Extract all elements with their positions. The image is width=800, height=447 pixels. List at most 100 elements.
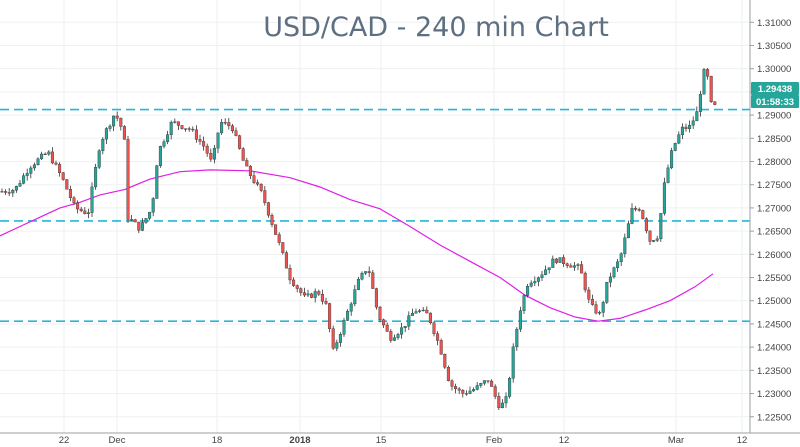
candle-body [392, 337, 396, 341]
candle-body [468, 390, 472, 394]
candle-body [540, 274, 544, 278]
price-tick-label: 1.24500 [757, 319, 791, 330]
candle-body [43, 153, 47, 156]
candle-body [666, 167, 670, 183]
time-tick-label: 2018 [289, 435, 310, 446]
candle-body [72, 197, 76, 203]
candle-body [230, 125, 234, 132]
candle-body [374, 288, 378, 308]
candle-body [0, 191, 4, 193]
candle-body [166, 134, 170, 143]
candle-body [677, 134, 681, 144]
candle-body [101, 138, 105, 151]
candle-body [648, 230, 652, 242]
candle-body [22, 175, 26, 184]
candle-body [50, 151, 54, 164]
candle-body [184, 128, 188, 130]
candle-body [526, 286, 530, 296]
price-tick-label: 1.28000 [757, 157, 791, 168]
candle-body [482, 380, 486, 384]
candle-body [61, 172, 65, 180]
candle-body [252, 175, 256, 183]
candle-body [292, 279, 296, 286]
candle-body [238, 135, 242, 149]
candle-body [162, 141, 166, 147]
candle-body [457, 388, 461, 391]
candle-body [234, 130, 238, 136]
price-tick-label: 1.23000 [757, 389, 791, 400]
candle-body [475, 385, 479, 390]
price-tick-label: 1.30500 [757, 41, 791, 52]
time-tick-label: Mar [668, 435, 684, 446]
candle-body [695, 111, 699, 122]
candle-body [137, 221, 141, 231]
candle-body [320, 294, 324, 302]
candle-body [173, 121, 177, 123]
candle-body [40, 153, 44, 160]
candle-body [562, 257, 566, 265]
candle-body [644, 218, 648, 232]
candle-body [209, 153, 213, 160]
candle-body [263, 190, 267, 203]
candle-body [461, 390, 465, 394]
candle-body [706, 69, 710, 77]
candle-body [554, 258, 558, 263]
candle-body [216, 132, 220, 149]
candle-body [619, 253, 623, 263]
candle-body [490, 380, 494, 387]
candle-body [274, 224, 278, 235]
time-axis-labels: 22 Dec 18 2018 15 Feb 12 Mar 12 [59, 435, 748, 446]
candle-body [36, 158, 40, 165]
candle-body [630, 208, 634, 224]
candle-body [652, 240, 656, 242]
candle-body [558, 257, 562, 263]
candle-body [7, 192, 11, 194]
candle-body [122, 126, 126, 140]
candle-body [421, 309, 425, 312]
candle-body [295, 285, 299, 289]
candle-body [68, 189, 72, 199]
candle-body [536, 277, 540, 282]
candle-body [346, 310, 350, 321]
candle-body [497, 396, 501, 409]
price-tick-label: 1.27500 [757, 180, 791, 191]
time-tick-label: Feb [486, 435, 502, 446]
time-tick-label: 22 [59, 435, 70, 446]
candle-body [94, 166, 98, 188]
candle-body [256, 182, 260, 185]
chart-title: USD/CAD - 240 min Chart [263, 12, 609, 43]
candle-body [79, 208, 83, 212]
time-tick-label: 12 [559, 435, 570, 446]
candle-body [151, 198, 155, 213]
candle-body [83, 210, 87, 215]
candle-body [14, 185, 18, 191]
candle-body [400, 327, 404, 335]
candle-body [331, 328, 335, 349]
candle-body [4, 191, 8, 193]
price-tick-label: 1.24000 [757, 343, 791, 354]
candle-body [569, 265, 573, 268]
price-tick-label: 1.31000 [757, 18, 791, 29]
candle-body [140, 222, 144, 231]
candle-body [270, 215, 274, 225]
candle-body [637, 209, 641, 211]
candle-body [169, 122, 173, 135]
candle-body [259, 183, 263, 191]
candle-body [626, 223, 630, 239]
candle-body [673, 142, 677, 151]
candle-body [220, 122, 224, 134]
candle-body [450, 380, 454, 387]
candle-body [367, 271, 371, 273]
candle-body [266, 202, 270, 216]
price-tick-label: 1.25000 [757, 296, 791, 307]
candle-body [590, 299, 594, 305]
price-tick-label: 1.25500 [757, 273, 791, 284]
candle-body [306, 293, 310, 296]
candle-body [328, 303, 332, 329]
candle-body [544, 269, 548, 275]
candle-body [587, 289, 591, 300]
candle-body [580, 264, 584, 274]
candle-body [425, 309, 429, 314]
price-tick-label: 1.26500 [757, 227, 791, 238]
